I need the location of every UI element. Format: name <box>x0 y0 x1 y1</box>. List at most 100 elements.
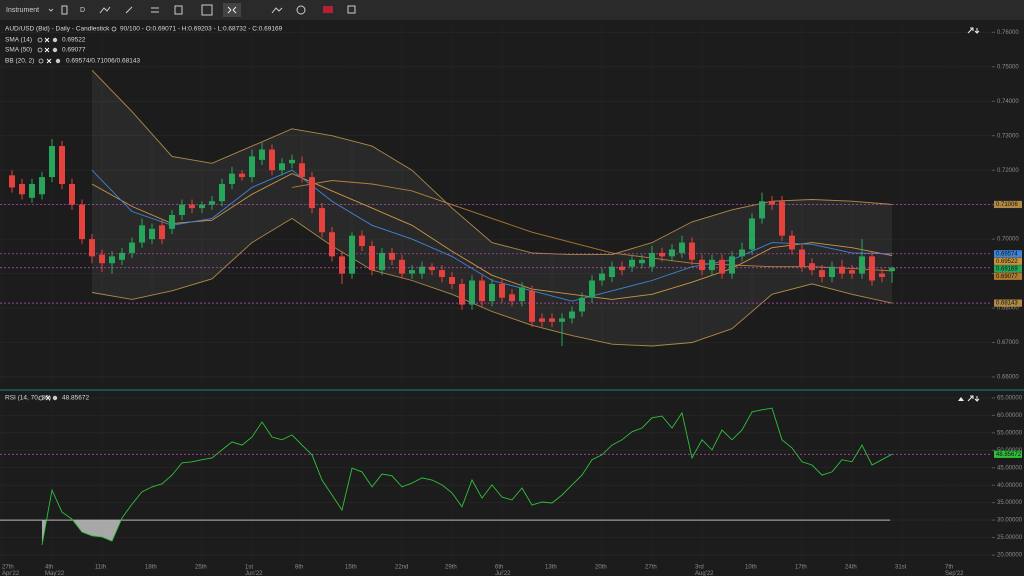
indicator-value: 0.69574/0.71006/0.68143 <box>66 58 140 65</box>
candle-body <box>199 204 205 209</box>
icon-indicators[interactable] <box>271 7 283 14</box>
timeframe-menu[interactable]: D <box>80 7 85 14</box>
x-tick-label: 17th <box>795 565 807 571</box>
candle-body <box>179 204 185 215</box>
candle-body <box>159 225 165 240</box>
indicator-name: SMA (14) <box>5 37 32 44</box>
candle-body <box>269 149 275 171</box>
y-tick-label: 0.75000 <box>997 64 1019 70</box>
last-value-label: 0.69522 <box>996 259 1018 265</box>
y-tick-label: 0.73000 <box>997 133 1019 139</box>
x-tick-label: 25th <box>195 565 207 571</box>
y-tick-label: 0.68000 <box>997 306 1019 312</box>
icon-ruler[interactable] <box>125 6 133 14</box>
candle-body <box>249 156 255 178</box>
y-tick-label: 0.66000 <box>997 375 1019 381</box>
band-line <box>91 69 893 256</box>
candle-body <box>879 273 885 278</box>
icon-theme[interactable] <box>296 5 306 15</box>
icon-collapse[interactable] <box>974 396 980 402</box>
candle-body <box>749 218 755 250</box>
marks <box>0 69 992 545</box>
icon-remove[interactable] <box>45 395 51 401</box>
icon-gear[interactable] <box>52 395 58 401</box>
x-tick-label: 27th <box>645 565 657 571</box>
candle-body <box>629 259 635 267</box>
candle-body <box>289 159 295 164</box>
icon-popout[interactable] <box>347 5 356 14</box>
candle-body <box>709 259 715 271</box>
candle-body <box>299 163 305 178</box>
icon-eye[interactable] <box>38 58 44 64</box>
icon-eye[interactable] <box>38 395 44 401</box>
icon-gear[interactable] <box>52 47 58 53</box>
icon-eye[interactable] <box>111 26 117 32</box>
candle-body <box>379 252 385 271</box>
candle-body <box>579 297 585 312</box>
x-month-label: May'22 <box>45 571 65 576</box>
y-tick-label: 20.00000 <box>997 553 1023 559</box>
icon-eye[interactable] <box>37 37 43 43</box>
candle-body <box>549 318 555 322</box>
icon-remove[interactable] <box>44 37 50 43</box>
icon-maximize[interactable] <box>967 395 974 402</box>
candle-body <box>149 228 155 240</box>
icon-collapse[interactable] <box>974 28 980 34</box>
y-tick-label: 60.00000 <box>997 413 1023 419</box>
instrument-menu[interactable]: Instrument <box>6 7 39 14</box>
icon-draw[interactable] <box>99 6 111 14</box>
candle-body <box>789 235 795 250</box>
candle-body <box>119 252 125 260</box>
candle-body <box>819 270 825 278</box>
icon-maximize[interactable] <box>967 27 974 34</box>
candle-body <box>139 225 145 243</box>
candle-body <box>529 290 535 322</box>
icon-layout[interactable] <box>201 4 213 16</box>
candle-body <box>509 294 515 302</box>
indicator-icons <box>37 27 980 402</box>
candle-body <box>319 208 325 233</box>
icon-settings[interactable] <box>151 7 159 13</box>
icon-language[interactable] <box>323 6 333 13</box>
icon-gear[interactable] <box>55 58 61 64</box>
candle-body <box>229 173 235 184</box>
candle-body <box>349 235 355 274</box>
candle-body <box>89 239 95 257</box>
y-tick-label: 0.74000 <box>997 99 1019 105</box>
x-tick-label: 27th <box>2 565 14 571</box>
x-tick-label: 15th <box>345 565 357 571</box>
icon-delete[interactable] <box>174 5 183 15</box>
x-month-label: Apr'22 <box>2 571 20 576</box>
toolbar-items: Instrument D <box>6 3 356 17</box>
y-tick-label: 0.76000 <box>997 30 1019 36</box>
candle-body <box>889 267 895 272</box>
candle-body <box>659 252 665 257</box>
candle-body <box>309 177 315 209</box>
indicator-name: BB (20, 2) <box>5 58 34 65</box>
candle-body <box>219 183 225 202</box>
icon-eye[interactable] <box>37 47 43 53</box>
candle-body <box>339 256 345 274</box>
icon-remove[interactable] <box>44 47 50 53</box>
icon-fullscreen-active[interactable] <box>223 3 241 17</box>
x-tick-label: 3rd <box>695 565 704 571</box>
candle-body <box>869 256 875 281</box>
candle-body <box>539 318 545 322</box>
rsi-value: 48.85672 <box>62 395 89 402</box>
icon-gear[interactable] <box>52 37 58 43</box>
x-tick-label: 29th <box>445 565 457 571</box>
candle-body <box>779 201 785 236</box>
candle-body <box>599 273 605 281</box>
candle-body <box>849 270 855 274</box>
last-value-box <box>994 299 1022 307</box>
icon-move-up[interactable] <box>958 397 964 401</box>
candle-body <box>609 266 615 278</box>
candle-body <box>639 259 645 264</box>
y-tick-label: 55.00000 <box>997 430 1023 436</box>
y-tick-label: 65.00000 <box>997 396 1023 402</box>
icon-remove[interactable] <box>46 58 52 64</box>
candle-body <box>59 146 65 184</box>
icon-candle[interactable] <box>61 5 68 15</box>
